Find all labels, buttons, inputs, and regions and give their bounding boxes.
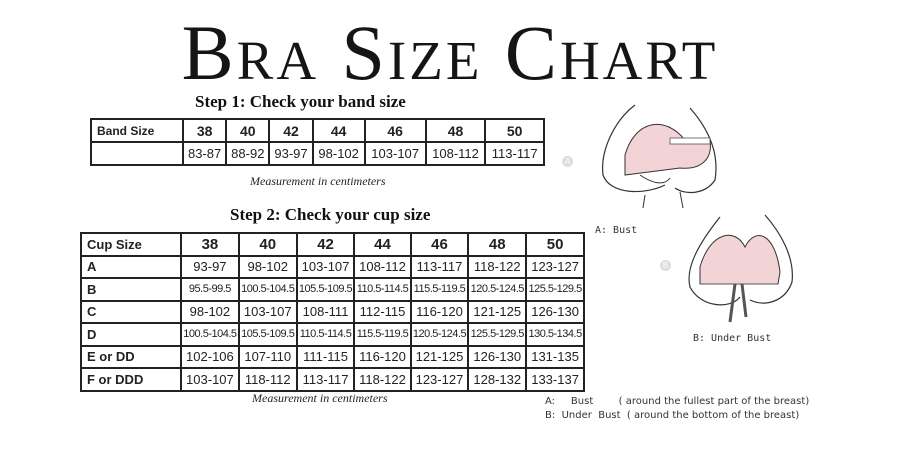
table-cell: 44 [353, 232, 412, 257]
row-header-cell: D [80, 322, 182, 347]
table-cell: 46 [409, 232, 470, 257]
table-cell: 116-120 [409, 299, 470, 324]
table-cell: 118-122 [353, 367, 412, 392]
table-row: D 100.5-104.5 105.5-109.5 110.5-114.5 115.5-… [80, 322, 585, 347]
step1-heading: Step 1: Check your band size [195, 92, 406, 111]
table-cell: 105.5-109.5 [237, 322, 298, 347]
table-cell: 46 [363, 118, 427, 143]
table-cell: 42 [268, 118, 314, 143]
table-cell: 88-92 [225, 141, 271, 166]
table-cell: 125.5-129.5 [525, 277, 585, 302]
row-header-cell: Band Size [90, 118, 184, 143]
table-cell: 131-135 [525, 344, 585, 369]
table-cell: 93-97 [180, 254, 240, 279]
row-header-cell: Cup Size [80, 232, 182, 257]
table-cell: 113-117 [409, 254, 470, 279]
table-cell: 38 [180, 232, 240, 257]
table-cell: 112-115 [353, 299, 412, 324]
table-cell: 100.5-104.5 [237, 277, 298, 302]
table-cell: 100.5-104.5 [180, 322, 240, 347]
header-row: Cup Size 38 40 42 44 46 48 50 [80, 232, 585, 257]
row-header-cell [90, 141, 184, 166]
table-cell: 44 [311, 118, 366, 143]
row-header-cell: E or DD [80, 344, 182, 369]
table-cell: 38 [181, 118, 228, 143]
header-row: Band Size 38 40 42 44 46 48 50 [90, 118, 545, 143]
table-cell: 123-127 [525, 254, 585, 279]
row-header-cell: A [80, 254, 182, 279]
table-cell: 123-127 [409, 367, 470, 392]
step2-note: Measurement in centimeters [252, 391, 388, 405]
table-cell: 95.5-99.5 [180, 277, 240, 302]
table-cell: 111-115 [295, 344, 356, 369]
table-cell: 118-122 [467, 254, 528, 279]
table-cell: 105.5-109.5 [295, 277, 356, 302]
table-cell: 40 [225, 118, 271, 143]
table-cell: 93-97 [268, 141, 314, 166]
table-cell: 121-125 [467, 299, 528, 324]
page-title: Bra Size Chart [181, 9, 719, 96]
table-cell: 103-107 [237, 299, 298, 324]
a-bust-label: A: Bust [595, 225, 638, 236]
legend-bust: A: Bust ( around the fullest part of the… [545, 396, 810, 407]
table-cell: 133-137 [525, 367, 585, 392]
table-cell: 48 [424, 118, 487, 143]
table-cell: 130.5-134.5 [525, 322, 585, 347]
legend-under-bust: B: Under Bust ( around the bottom of the… [545, 410, 800, 421]
step1-note: Measurement in centimeters [250, 174, 386, 188]
table-cell: 83-87 [181, 141, 228, 166]
table-row: B 95.5-99.5 100.5-104.5 105.5-109.5 110.5-11… [80, 277, 585, 302]
row-header-cell: F or DDD [80, 367, 182, 392]
table-cell: 103-107 [295, 254, 356, 279]
table-cell: 42 [295, 232, 356, 257]
table-cell: 108-112 [424, 141, 487, 166]
table-cell: 126-130 [467, 344, 528, 369]
table-cell: 108-112 [353, 254, 412, 279]
table-cell: 98-102 [180, 299, 240, 324]
table-cell: 110.5-114.5 [353, 277, 412, 302]
table-cell: 116-120 [353, 344, 412, 369]
table-cell: 98-102 [311, 141, 366, 166]
a-marker: A [562, 156, 573, 167]
table-cell: 40 [237, 232, 298, 257]
table-cell: 121-125 [409, 344, 470, 369]
step2-heading: Step 2: Check your cup size [230, 205, 431, 224]
table-cell: 108-111 [295, 299, 356, 324]
table-cell: 48 [467, 232, 528, 257]
table-cell: 50 [525, 232, 585, 257]
table-cell: 115.5-119.5 [409, 277, 470, 302]
table-cell: 128-132 [467, 367, 528, 392]
table-cell: 115.5-119.5 [353, 322, 412, 347]
table-cell: 113-117 [295, 367, 356, 392]
bust-measurement-illustration [602, 104, 717, 209]
table-cell: 125.5-129.5 [467, 322, 528, 347]
table-row: C 98-102 103-107 108-111 112-115 116-120 121-1… [80, 299, 585, 324]
table-row: F or DDD 103-107 118-112 113-117 118-122 123-… [80, 367, 585, 392]
row-header-cell: C [80, 299, 182, 324]
table-cell: 50 [484, 118, 545, 143]
table-row: 83-87 88-92 93-97 98-102 103-107 108-112 113-1… [90, 141, 545, 166]
cup-size-table: Cup Size 38 40 42 44 46 48 50 A 93-97 98-102 103-10… [80, 232, 585, 392]
table-cell: 103-107 [363, 141, 427, 166]
table-cell: 118-112 [237, 367, 298, 392]
table-cell: 107-110 [237, 344, 298, 369]
table-cell: 110.5-114.5 [295, 322, 356, 347]
table-row: E or DD 102-106 107-110 111-115 116-120 121-1… [80, 344, 585, 369]
table-cell: 120.5-124.5 [467, 277, 528, 302]
table-cell: 126-130 [525, 299, 585, 324]
table-cell: 98-102 [237, 254, 298, 279]
row-header-cell: B [80, 277, 182, 302]
table-row: A 93-97 98-102 103-107 108-112 113-117 118-122… [80, 254, 585, 279]
table-cell: 102-106 [180, 344, 240, 369]
b-marker: B [660, 260, 671, 271]
band-size-table: Band Size 38 40 42 44 46 48 50 83-87 88-92 93-97 98… [90, 118, 545, 166]
table-cell: 103-107 [180, 367, 240, 392]
table-cell: 120.5-124.5 [409, 322, 470, 347]
b-under-bust-label: B: Under Bust [693, 333, 772, 344]
table-cell: 113-117 [484, 141, 545, 166]
under-bust-measurement-illustration [688, 214, 793, 323]
